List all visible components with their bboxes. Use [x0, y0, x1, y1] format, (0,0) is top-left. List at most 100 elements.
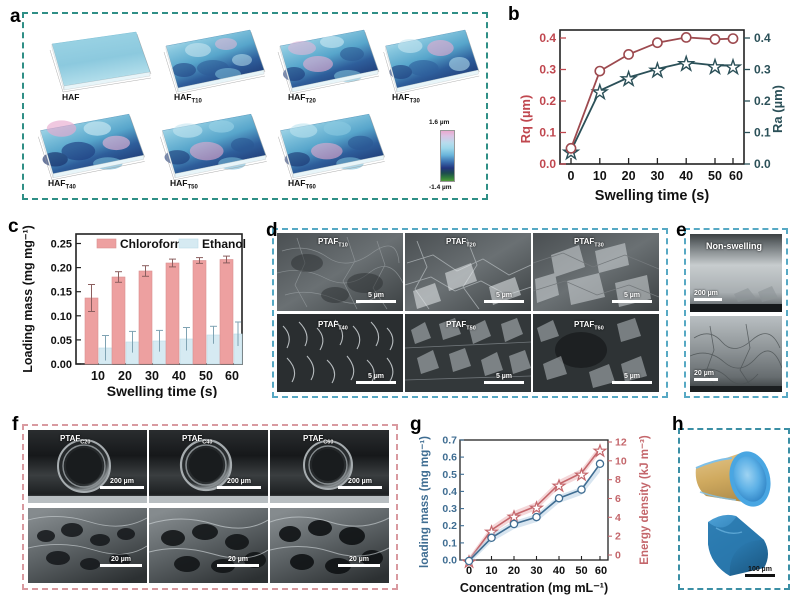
- afm-surface-rough-5: [160, 113, 267, 181]
- scalebar-e-top: 200 µm: [694, 290, 736, 301]
- c-xtick-4: 50: [199, 369, 213, 383]
- c-xtick-1: 20: [118, 369, 132, 383]
- scalebar-line: [356, 300, 396, 303]
- panel-letter-g: g: [410, 414, 422, 435]
- sem-image-t10: [277, 233, 403, 311]
- afm-plot-haf-t20: [272, 24, 384, 98]
- g-ytick-0: 0.0: [442, 555, 457, 567]
- legend-swatch-chloroform: [96, 238, 117, 249]
- scalebar-line: [484, 300, 524, 303]
- loading-markers: [464, 459, 605, 566]
- scalebar-label: 5 µm: [495, 373, 513, 380]
- scalebar-d-t30: 5 µm: [612, 292, 652, 303]
- scalebar-line: [217, 486, 261, 489]
- b-ylabel: Rq (µm): [518, 95, 533, 144]
- sem-label-ptaf-t50: PTAFT50: [446, 320, 476, 332]
- b-xtick-6: 60: [729, 169, 743, 183]
- sem-label-ptaf-c20: PTAFC20: [60, 434, 91, 446]
- colorbar-min-label: -1.4 µm: [429, 184, 452, 191]
- sem-label-non-swelling: Non-swelling: [706, 241, 762, 251]
- scalebar-label: 20 µm: [228, 556, 248, 563]
- sem-image-t60: [533, 314, 659, 392]
- scalebar-label: 5 µm: [367, 292, 385, 299]
- sem-tile-ptaf-t20: [405, 233, 531, 311]
- g-ylabel: loading mass (mg mg⁻¹): [419, 436, 431, 568]
- c-ytick-5: 0.25: [51, 239, 72, 251]
- scalebar-line: [484, 381, 524, 384]
- g-xtick-4: 40: [553, 565, 565, 577]
- afm-surface-rough-6: [278, 113, 385, 181]
- sem-label-ptaf-t60: PTAFT60: [574, 320, 604, 332]
- scalebar-d-t10: 5 µm: [356, 292, 396, 303]
- scalebar-line: [612, 381, 652, 384]
- g-ytick-4: 0.4: [442, 486, 457, 498]
- afm-surface-flat: [49, 31, 152, 93]
- afm-plot-haf-t10: [158, 24, 270, 98]
- b-y2tick-0: 0.0: [754, 157, 771, 171]
- afm-colorbar: 1.6 µm -1.4 µm: [424, 118, 480, 194]
- scalebar-f-c40-top: 200 µm: [217, 478, 261, 489]
- b-xtick-5: 50: [708, 169, 722, 183]
- scalebar-d-t40: 5 µm: [356, 373, 396, 384]
- g-ytick-6: 0.6: [442, 452, 457, 464]
- sem-label-ptaf-t10: PTAFT10: [318, 237, 348, 249]
- ra-markers: [561, 54, 743, 161]
- b-y2tick-4: 0.4: [754, 31, 771, 45]
- g-ytick-2: 0.2: [442, 520, 457, 532]
- scalebar-label: 200 µm: [694, 290, 718, 297]
- b-xtick-3: 30: [650, 169, 664, 183]
- b-ytick-3: 0.3: [539, 63, 556, 77]
- c-ylabel: Loading mass (mg mg⁻¹): [21, 225, 35, 373]
- scalebar-line: [612, 300, 652, 303]
- b-y2label: Ra (µm): [770, 85, 785, 133]
- panel-g-loading-energy-chart: 0.0 0.1 0.2 0.3 0.4 0.5 0.6 0.7 0 2 4 6 …: [412, 424, 660, 596]
- sem-tile-ptaf-c40-top: [149, 430, 268, 503]
- panel-letter-d: d: [266, 220, 278, 241]
- b-xtick-0: 0: [568, 169, 575, 183]
- scalebar-label: 5 µm: [623, 292, 641, 299]
- sem-label-ptaf-t40: PTAFT40: [318, 320, 348, 332]
- g-y2tick-6: 12: [615, 437, 627, 449]
- c-ytick-3: 0.15: [51, 287, 72, 299]
- colorbar-gradient: [440, 130, 455, 182]
- panel-letter-e: e: [676, 220, 687, 241]
- scalebar-line: [694, 378, 718, 381]
- tube-schematic: [686, 436, 782, 582]
- scalebar-label: 200 µm: [227, 478, 251, 485]
- rq-markers: [565, 31, 739, 154]
- scalebar-f-c20-top: 200 µm: [100, 478, 144, 489]
- legend-label-ethanol: Ethanol: [202, 237, 246, 251]
- sem-tile-ptaf-c20-top: [28, 430, 147, 503]
- afm-plot-haf-t50: [154, 108, 272, 184]
- afm-label-haf-t30: HAFT30: [392, 92, 420, 105]
- afm-label-haf-t40: HAFT40: [48, 178, 76, 191]
- scalebar-d-t20: 5 µm: [484, 292, 524, 303]
- scalebar-label: 5 µm: [367, 373, 385, 380]
- scalebar-label: 100 µm: [748, 566, 772, 573]
- sem-tile-ptaf-c40-bottom: [149, 508, 268, 583]
- panel-letter-h: h: [672, 414, 684, 435]
- fiber-zoom-c40: [149, 508, 268, 583]
- scalebar-line: [100, 564, 142, 567]
- afm-surface-rough-3: [383, 29, 480, 95]
- g-y2tick-5: 10: [615, 455, 627, 467]
- sem-label-ptaf-c40: PTAFC40: [182, 434, 213, 446]
- sem-tile-ptaf-t60: [533, 314, 659, 392]
- sem-image-t50: [405, 314, 531, 392]
- scalebar-f-c60-top: 200 µm: [338, 478, 382, 489]
- scalebar-label: 20 µm: [111, 556, 131, 563]
- b-xlabel: Swelling time (s): [595, 188, 710, 204]
- afm-surface-rough-1: [163, 29, 266, 95]
- afm-plot-haf-t60: [272, 108, 390, 184]
- scalebar-h: 100 µm: [738, 566, 782, 577]
- g-y2label: Energy density (kJ m⁻³): [639, 435, 651, 565]
- b-y2tick-1: 0.1: [754, 126, 771, 140]
- concentration-line-chart: 0.0 0.1 0.2 0.3 0.4 0.5 0.6 0.7 0 2 4 6 …: [419, 435, 651, 596]
- afm-label-haf-t50: HAFT50: [170, 178, 198, 191]
- g-ytick-3: 0.3: [442, 503, 457, 515]
- legend-swatch-ethanol: [178, 238, 199, 249]
- panel-letter-c: c: [8, 216, 19, 237]
- scalebar-line: [338, 564, 380, 567]
- afm-plot-haf-t40: [32, 108, 150, 184]
- g-ytick-5: 0.5: [442, 469, 457, 481]
